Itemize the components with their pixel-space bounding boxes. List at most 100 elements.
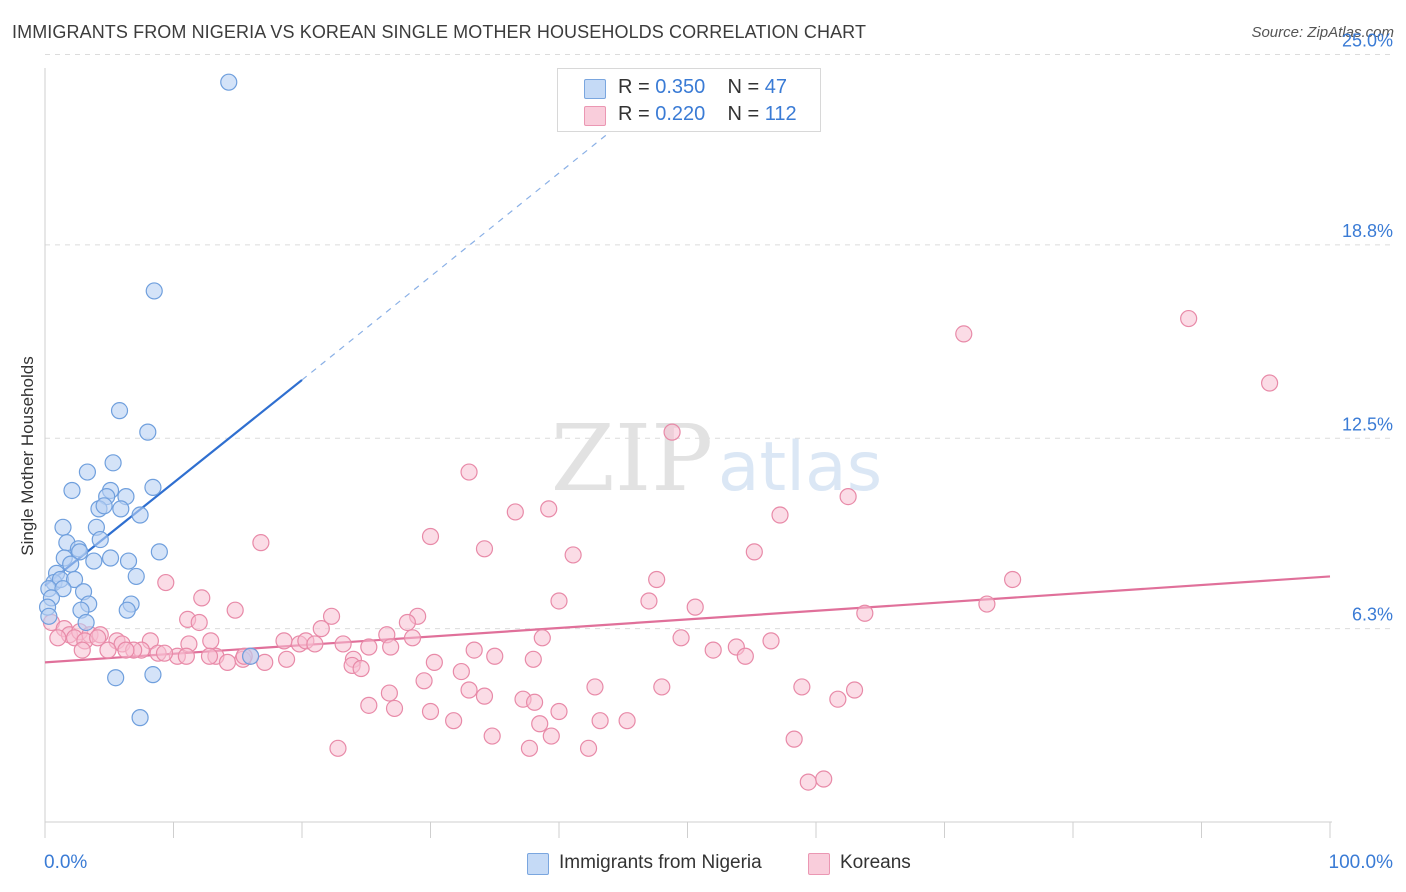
- legend-label-nigeria: Immigrants from Nigeria: [559, 852, 762, 873]
- data-point-koreans: [486, 647, 504, 665]
- data-point-koreans: [799, 773, 817, 791]
- data-point-nigeria: [107, 669, 125, 687]
- data-point-nigeria: [78, 463, 97, 481]
- data-point-nigeria: [112, 500, 130, 518]
- legend-r-value: 0.350: [655, 76, 706, 98]
- data-point-koreans: [829, 690, 847, 708]
- data-point-koreans: [785, 730, 803, 748]
- legend-swatch-pink: [584, 106, 606, 126]
- data-point-koreans: [360, 696, 378, 714]
- data-point-koreans: [525, 693, 544, 711]
- legend-r-label: R =: [618, 103, 650, 125]
- data-point-koreans: [745, 543, 763, 561]
- data-point-koreans: [1004, 570, 1022, 589]
- data-point-koreans: [312, 620, 330, 638]
- data-point-koreans: [49, 629, 67, 647]
- data-point-koreans: [360, 638, 378, 656]
- data-point-nigeria: [65, 570, 84, 589]
- y-tick-labels: 6.3% 12.5% 18.8% 25.0%: [1342, 31, 1393, 625]
- data-point-koreans: [978, 595, 996, 613]
- data-point-koreans: [771, 506, 789, 524]
- data-point-koreans: [586, 678, 604, 696]
- data-point-nigeria: [101, 549, 120, 567]
- data-point-koreans: [653, 678, 671, 696]
- data-point-koreans: [663, 423, 681, 441]
- legend-n-value: 47: [764, 76, 788, 98]
- data-point-nigeria: [127, 567, 145, 586]
- data-point-koreans: [306, 635, 324, 653]
- legend-n-label: N =: [727, 76, 760, 98]
- data-point-nigeria: [63, 481, 81, 500]
- data-point-koreans: [839, 488, 857, 506]
- legend-swatch-blue: [527, 853, 549, 875]
- data-point-koreans: [793, 678, 811, 696]
- legend-n-value: 112: [764, 103, 797, 125]
- data-point-koreans: [475, 687, 494, 705]
- correlation-legend: R = 0.350 N = 47 R = 0.220 N = 112: [557, 68, 821, 132]
- data-point-koreans: [672, 629, 690, 647]
- data-point-koreans: [550, 592, 568, 610]
- data-point-koreans: [686, 598, 704, 616]
- series-nigeria: [38, 73, 260, 727]
- data-point-koreans: [421, 527, 440, 546]
- data-point-koreans: [524, 650, 542, 668]
- data-point-nigeria: [145, 282, 163, 300]
- data-point-koreans: [190, 613, 208, 632]
- y-tick-label: 6.3%: [1352, 605, 1393, 625]
- data-point-koreans: [329, 739, 347, 757]
- data-point-nigeria: [91, 530, 109, 549]
- data-point-koreans: [73, 641, 91, 659]
- legend-swatch-blue: [584, 79, 606, 99]
- data-point-koreans: [736, 647, 754, 665]
- data-point-koreans: [475, 540, 494, 558]
- y-tick-label: 12.5%: [1342, 414, 1393, 434]
- legend-label-koreans: Koreans: [840, 852, 911, 873]
- y-tick-label: 25.0%: [1342, 31, 1393, 51]
- data-point-koreans: [157, 573, 175, 592]
- data-point-nigeria: [131, 709, 149, 727]
- data-point-koreans: [533, 629, 551, 647]
- data-point-nigeria: [104, 454, 122, 472]
- data-point-koreans: [579, 739, 598, 757]
- data-point-nigeria: [54, 518, 72, 536]
- data-point-koreans: [618, 712, 636, 730]
- data-point-koreans: [415, 672, 433, 690]
- y-tick-label: 18.8%: [1342, 221, 1393, 241]
- x-axis-min-label: 0.0%: [44, 852, 88, 873]
- chart-title: IMMIGRANTS FROM NIGERIA VS KOREAN SINGLE…: [12, 22, 867, 42]
- watermark: ZIP atlas: [551, 405, 882, 512]
- data-point-koreans: [177, 647, 195, 665]
- data-point-koreans: [520, 739, 539, 757]
- data-point-nigeria: [110, 402, 129, 420]
- data-point-koreans: [856, 604, 874, 622]
- data-point-koreans: [550, 702, 568, 721]
- data-point-koreans: [398, 613, 416, 632]
- data-point-koreans: [218, 653, 237, 671]
- data-point-koreans: [815, 770, 833, 788]
- trend-line-koreans: [44, 575, 1331, 664]
- data-point-koreans: [648, 570, 666, 589]
- data-point-koreans: [200, 647, 219, 665]
- data-point-koreans: [421, 702, 440, 721]
- data-point-nigeria: [62, 555, 80, 573]
- data-point-koreans: [564, 546, 582, 564]
- data-point-nigeria: [95, 497, 113, 515]
- data-point-koreans: [385, 699, 404, 718]
- trend-lines: [44, 100, 1331, 664]
- data-point-nigeria: [139, 423, 157, 441]
- data-point-koreans: [425, 653, 443, 671]
- data-point-koreans: [542, 727, 560, 745]
- y-axis-label: Single Mother Households: [18, 356, 37, 556]
- data-point-koreans: [117, 641, 135, 659]
- data-point-koreans: [506, 503, 524, 521]
- source-credit: Source: ZipAtlas.com: [1251, 24, 1394, 41]
- data-point-koreans: [275, 632, 293, 650]
- data-point-koreans: [352, 659, 370, 678]
- data-point-nigeria: [131, 506, 149, 524]
- data-point-koreans: [1180, 309, 1198, 328]
- data-point-nigeria: [71, 543, 89, 561]
- data-point-koreans: [277, 650, 296, 668]
- data-point-koreans: [955, 325, 973, 343]
- data-point-koreans: [1261, 374, 1279, 392]
